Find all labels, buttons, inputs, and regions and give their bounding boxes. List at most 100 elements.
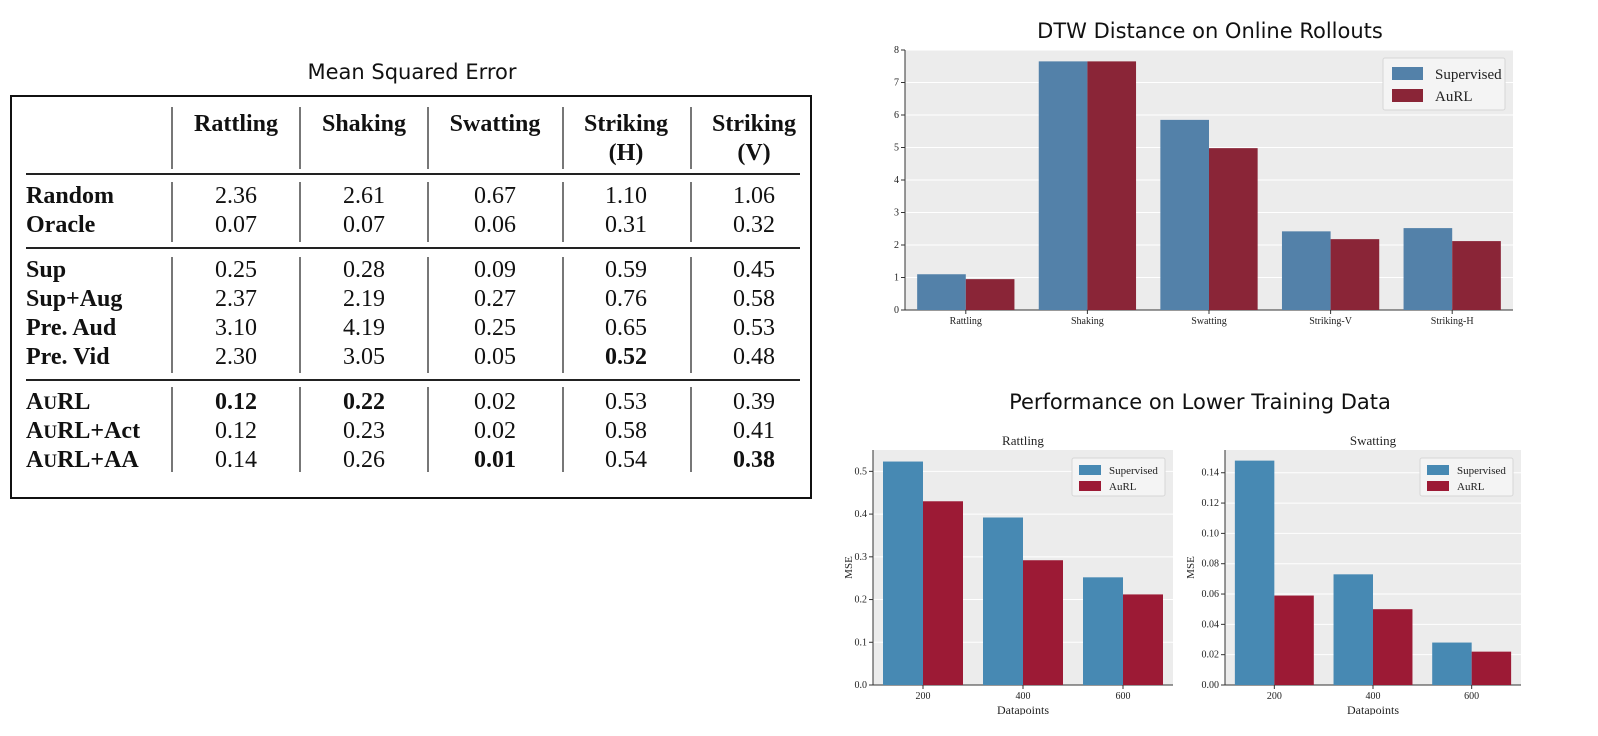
table-cell: 0.07 (215, 212, 257, 238)
x-tick-label: 600 (1116, 691, 1131, 702)
table-cell: 3.10 (215, 315, 257, 341)
bar-aurl (1209, 148, 1258, 310)
table-cell: 0.02 (474, 418, 516, 444)
table-cell: 0.05 (474, 344, 516, 370)
legend-swatch (1392, 89, 1423, 102)
swatting-bar-chart: 0.00 0.02 0.04 0.06 0.08 0.10 0.12 0.14 200 400 60… (1185, 433, 1521, 715)
bar-supervised (917, 274, 966, 310)
bar-supervised (983, 517, 1023, 685)
y-tick-label: 0.12 (1202, 498, 1220, 509)
mse-table-grid: Rattling Shaking Swatting Striking (H) Striki… (26, 107, 800, 473)
table-cell: 0.54 (605, 447, 647, 473)
table-cell: 0.09 (474, 257, 516, 283)
bar-supervised (1160, 119, 1209, 310)
rattling-bar-chart: 0.0 0.1 0.2 0.3 0.4 0.5 200 400 600 Rattling Datap… (843, 433, 1173, 715)
column-header: Striking (584, 111, 668, 137)
column-header: Striking (712, 111, 796, 137)
table-cell: 0.02 (474, 389, 516, 415)
row-label: Oracle (26, 212, 96, 238)
legend-swatch (1427, 481, 1449, 491)
bar-supervised (1403, 228, 1453, 310)
legend-swatch (1079, 465, 1101, 475)
legend-label: AuRL (1109, 481, 1137, 493)
column-header-sub: (V) (737, 140, 770, 166)
y-tick-label: 3 (894, 208, 899, 219)
table-cell: 0.06 (474, 212, 516, 238)
table-cell: 2.36 (215, 183, 257, 209)
y-tick-label: 8 (894, 45, 899, 56)
table-cell: 2.61 (343, 183, 385, 209)
y-tick-label: 0.14 (1202, 468, 1220, 479)
table-cell: 0.14 (215, 447, 257, 473)
x-tick-label: 600 (1464, 691, 1479, 702)
bar-aurl (1471, 651, 1512, 685)
column-header-sub: (H) (609, 140, 644, 166)
x-tick-label: 400 (1366, 691, 1381, 702)
table-cell: 2.37 (215, 286, 257, 312)
y-tick-label: 2 (894, 240, 899, 251)
x-axis-label: Datapoints (1347, 703, 1399, 715)
table-cell: 0.59 (605, 257, 647, 283)
bar-aurl (1452, 241, 1501, 310)
y-tick-label: 0.04 (1202, 619, 1220, 630)
table-cell: 3.05 (343, 344, 385, 370)
table-cell: 0.76 (605, 286, 647, 312)
column-header: Swatting (450, 111, 541, 137)
y-tick-label: 1 (894, 273, 899, 284)
dtw-chart-title: DTW Distance on Online Rollouts (1037, 19, 1383, 43)
legend-label: AuRL (1435, 89, 1473, 105)
table-cell: 0.12 (215, 389, 257, 415)
row-label: Sup (26, 257, 66, 283)
table-cell: 0.58 (733, 286, 775, 312)
y-tick-label: 0.5 (855, 466, 868, 477)
column-header: Rattling (194, 111, 278, 137)
column-header: Shaking (322, 111, 406, 137)
row-label: AURL+AA (26, 447, 139, 473)
table-cell: 0.39 (733, 389, 775, 415)
table-cell: 0.01 (474, 447, 516, 473)
bar-supervised (883, 461, 923, 685)
bar-supervised (1432, 642, 1472, 685)
x-tick-label: Striking-H (1431, 316, 1474, 327)
table-cell: 0.23 (343, 418, 385, 444)
table-cell: 0.53 (605, 389, 647, 415)
bar-aurl (1023, 560, 1063, 685)
y-tick-label: 0.10 (1202, 528, 1220, 539)
x-axis-label: Datapoints (997, 703, 1049, 715)
table-cell: 0.27 (474, 286, 516, 312)
subplot-title: Swatting (1350, 433, 1397, 448)
bar-aurl (1123, 594, 1163, 685)
legend-label: Supervised (1435, 67, 1502, 83)
row-label: Sup+Aug (26, 286, 122, 312)
table-cell: 0.28 (343, 257, 385, 283)
table-cell: 0.53 (733, 315, 775, 341)
bar-supervised (1038, 61, 1088, 310)
table-cell: 0.07 (343, 212, 385, 238)
legend-swatch (1392, 67, 1423, 80)
y-tick-label: 0 (894, 305, 899, 316)
y-tick-label: 4 (894, 175, 899, 186)
bar-aurl (965, 279, 1015, 310)
y-tick-label: 0.06 (1202, 589, 1220, 600)
legend-swatch (1079, 481, 1101, 491)
y-axis-label: MSE (843, 556, 855, 579)
x-tick-label: 400 (1016, 691, 1031, 702)
y-tick-label: 0.02 (1202, 650, 1220, 661)
bar-aurl (923, 501, 963, 685)
y-tick-label: 7 (894, 78, 899, 89)
legend-label: Supervised (1109, 465, 1158, 477)
bar-aurl (1087, 61, 1137, 310)
y-tick-label: 0.0 (855, 680, 868, 691)
y-axis-label: MSE (1185, 556, 1197, 579)
table-cell: 0.32 (733, 212, 775, 238)
lower-data-heading: Performance on Lower Training Data (1009, 390, 1391, 414)
x-tick-label: 200 (1267, 691, 1282, 702)
bar-aurl (1274, 595, 1314, 685)
y-tick-label: 6 (894, 110, 899, 121)
table-cell: 0.12 (215, 418, 257, 444)
row-label: AURL+Act (26, 418, 140, 444)
table-cell: 0.65 (605, 315, 647, 341)
row-label: Pre. Vid (26, 344, 110, 370)
table-cell: 0.52 (605, 344, 647, 370)
subplot-title: Rattling (1002, 433, 1044, 448)
